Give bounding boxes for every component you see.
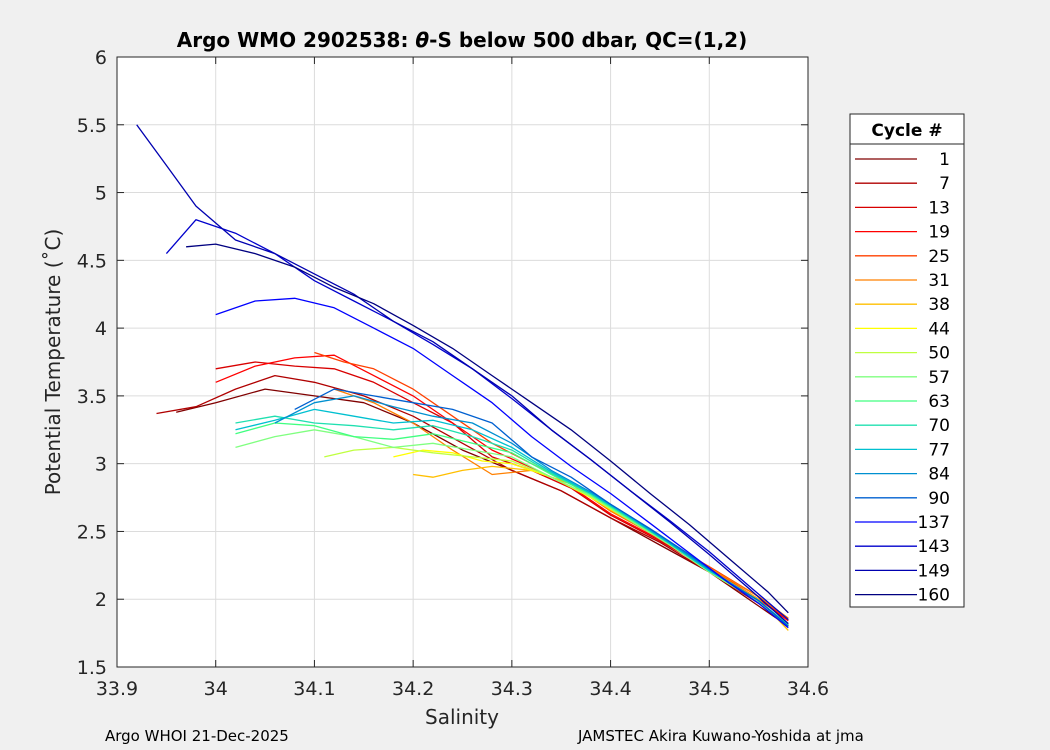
legend-label-cycle-143: 143 [918, 537, 950, 557]
series-line-cycle-77 [235, 408, 789, 627]
chart-title: Argo WMO 2902538: θ-S below 500 dbar, QC… [177, 28, 747, 52]
footer-left: Argo WHOI 21-Dec-2025 [105, 727, 289, 745]
legend-label-cycle-84: 84 [928, 465, 950, 485]
legend-label-cycle-38: 38 [928, 295, 950, 315]
y-tick-label: 4.5 [77, 250, 107, 272]
series-line-cycle-160 [186, 243, 789, 614]
x-tick-label: 34 [204, 678, 228, 700]
series-group [136, 124, 789, 631]
x-tick-labels: 33.9 34 34.1 34.2 34.3 34.4 34.5 34.6 [96, 678, 829, 700]
legend-items: 1 7 13 19 25 31 38 44 50 57 63 70 77 84 90 137 143 149 160 [855, 150, 950, 606]
footer-right: JAMSTEC Akira Kuwano-Yoshida at jma [577, 727, 864, 745]
y-tick-label: 2.5 [77, 521, 107, 543]
y-tick-label: 5 [95, 183, 107, 205]
legend-label-cycle-31: 31 [928, 271, 950, 291]
legend-label-cycle-137: 137 [918, 513, 950, 533]
y-axis-label: Potential Temperature (˚C) [41, 229, 65, 496]
y-tick-label: 3 [95, 454, 107, 476]
y-tick-labels: 1.5 2 2.5 3 3.5 4 4.5 5 5.5 6 [77, 47, 107, 679]
legend-label-cycle-1: 1 [939, 150, 950, 170]
x-tick-label: 34.3 [491, 678, 533, 700]
series-line-cycle-7 [156, 374, 789, 625]
legend: Cycle # 17131925313844505763707784901371… [849, 113, 965, 608]
legend-label-cycle-160: 160 [918, 586, 950, 606]
series-line-cycle-149 [136, 124, 789, 625]
series-line-cycle-137 [215, 297, 789, 629]
x-axis-label: Salinity [425, 705, 499, 729]
y-tick-label: 5.5 [77, 115, 107, 137]
ticks [116, 56, 809, 668]
y-tick-label: 6 [95, 47, 107, 69]
legend-label-cycle-50: 50 [928, 344, 950, 364]
plot-frame [116, 56, 809, 668]
x-tick-label: 34.4 [589, 678, 631, 700]
legend-label-cycle-25: 25 [928, 247, 950, 267]
legend-label-cycle-57: 57 [928, 368, 950, 388]
x-tick-label: 33.9 [96, 678, 138, 700]
y-tick-label: 3.5 [77, 386, 107, 408]
legend-box [849, 113, 965, 608]
legend-label-cycle-77: 77 [928, 440, 950, 460]
legend-label-cycle-90: 90 [928, 489, 950, 509]
legend-label-cycle-44: 44 [928, 319, 950, 339]
series-line-cycle-57 [235, 429, 789, 627]
x-tick-label: 34.6 [787, 678, 829, 700]
y-tick-label: 2 [95, 589, 107, 611]
legend-title: Cycle # [871, 121, 942, 141]
x-tick-label: 34.2 [392, 678, 434, 700]
legend-label-cycle-19: 19 [928, 223, 950, 243]
y-tick-label: 4 [95, 318, 107, 340]
x-tick-label: 34.5 [688, 678, 730, 700]
x-tick-label: 34.1 [293, 678, 335, 700]
legend-label-cycle-63: 63 [928, 392, 950, 412]
legend-label-cycle-70: 70 [928, 416, 950, 436]
legend-label-cycle-149: 149 [918, 561, 950, 581]
y-tick-label: 1.5 [77, 657, 107, 679]
legend-label-cycle-7: 7 [939, 174, 950, 194]
legend-label-cycle-13: 13 [928, 198, 950, 218]
